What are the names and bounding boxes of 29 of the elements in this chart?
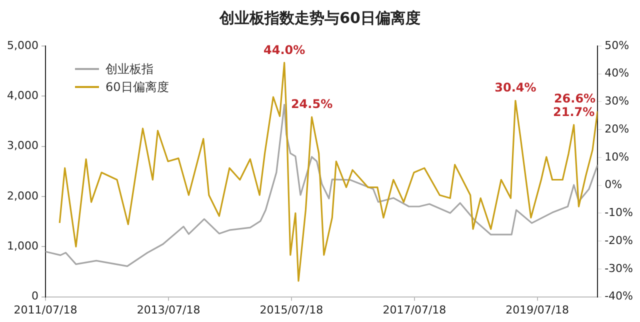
data-label: 44.0%	[264, 42, 306, 57]
y-tick-label: 4,000	[6, 89, 38, 102]
y2-tick-label: 20%	[604, 122, 630, 136]
data-label: 24.5%	[290, 97, 333, 112]
y2-tick-label: -30%	[604, 262, 634, 275]
y2-tick-label: 40%	[604, 66, 630, 80]
y2-tick-label: -20%	[604, 234, 634, 247]
chart-title: 创业板指数走势与60日偏离度	[218, 8, 420, 27]
y-tick-label: 1,000	[6, 240, 38, 252]
x-tick-label: 2011/07/18	[14, 303, 78, 316]
x-tick-label: 2017/07/18	[382, 303, 446, 316]
y2-tick-label: 0%	[604, 178, 622, 192]
x-tick-label: 2019/07/18	[506, 303, 570, 316]
data-label: 26.6%	[554, 91, 596, 106]
legend-label: 创业板指	[105, 60, 154, 78]
y-tick-label: 0	[31, 290, 38, 303]
y-tick-label: 3,000	[6, 139, 38, 152]
y2-tick-label: -10%	[604, 206, 634, 220]
y2-tick-label: 10%	[604, 150, 630, 164]
y2-tick-label: -40%	[604, 290, 634, 303]
y-tick-label: 5,000	[6, 38, 38, 52]
x-tick-label: 2013/07/18	[136, 303, 200, 316]
y2-tick-label: 50%	[604, 38, 630, 52]
y2-tick-label: 30%	[604, 94, 630, 108]
data-label: 21.7%	[553, 104, 595, 119]
legend-label: 60日偏离度	[105, 78, 169, 96]
y-tick-label: 2,000	[6, 189, 38, 202]
x-tick-label: 2015/07/18	[260, 303, 324, 316]
data-label: 30.4%	[494, 80, 536, 95]
